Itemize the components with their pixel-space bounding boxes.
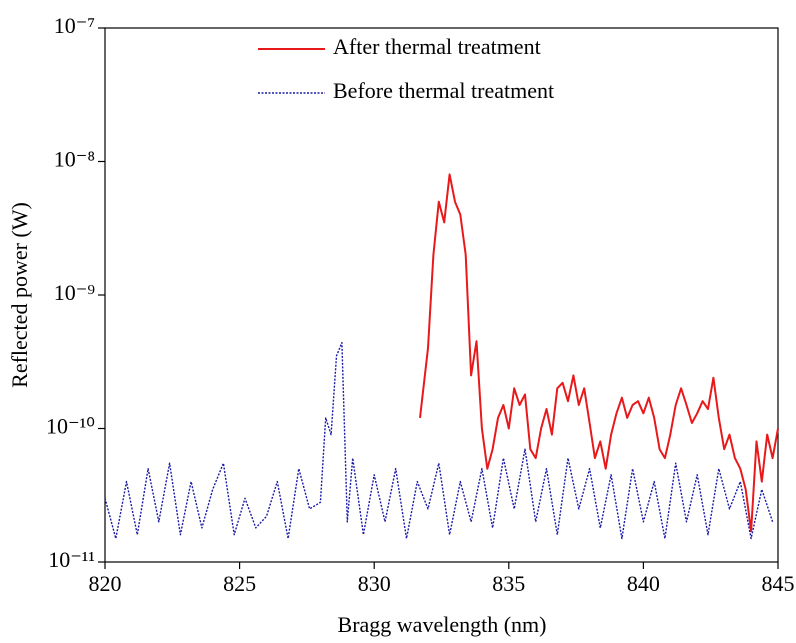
x-axis-label: Bragg wavelength (nm) <box>338 612 547 637</box>
x-tick-label: 840 <box>627 571 660 596</box>
legend-label: After thermal treatment <box>333 34 541 59</box>
x-tick-label: 830 <box>358 571 391 596</box>
data-line <box>419 173 779 533</box>
x-tick-label: 845 <box>762 571 795 596</box>
x-tick-label: 835 <box>492 571 525 596</box>
y-tick-label: 10⁻¹¹ <box>48 547 95 572</box>
y-tick-label: 10⁻⁸ <box>54 147 95 172</box>
y-tick-label: 10⁻⁷ <box>54 13 95 38</box>
data-line <box>104 341 774 540</box>
y-tick-label: 10⁻⁹ <box>54 280 96 305</box>
y-tick-label: 10⁻¹⁰ <box>46 414 95 439</box>
x-tick-label: 820 <box>89 571 122 596</box>
x-tick-label: 825 <box>223 571 256 596</box>
y-axis-label: Reflected power (W) <box>7 202 32 388</box>
legend-label: Before thermal treatment <box>333 78 554 103</box>
